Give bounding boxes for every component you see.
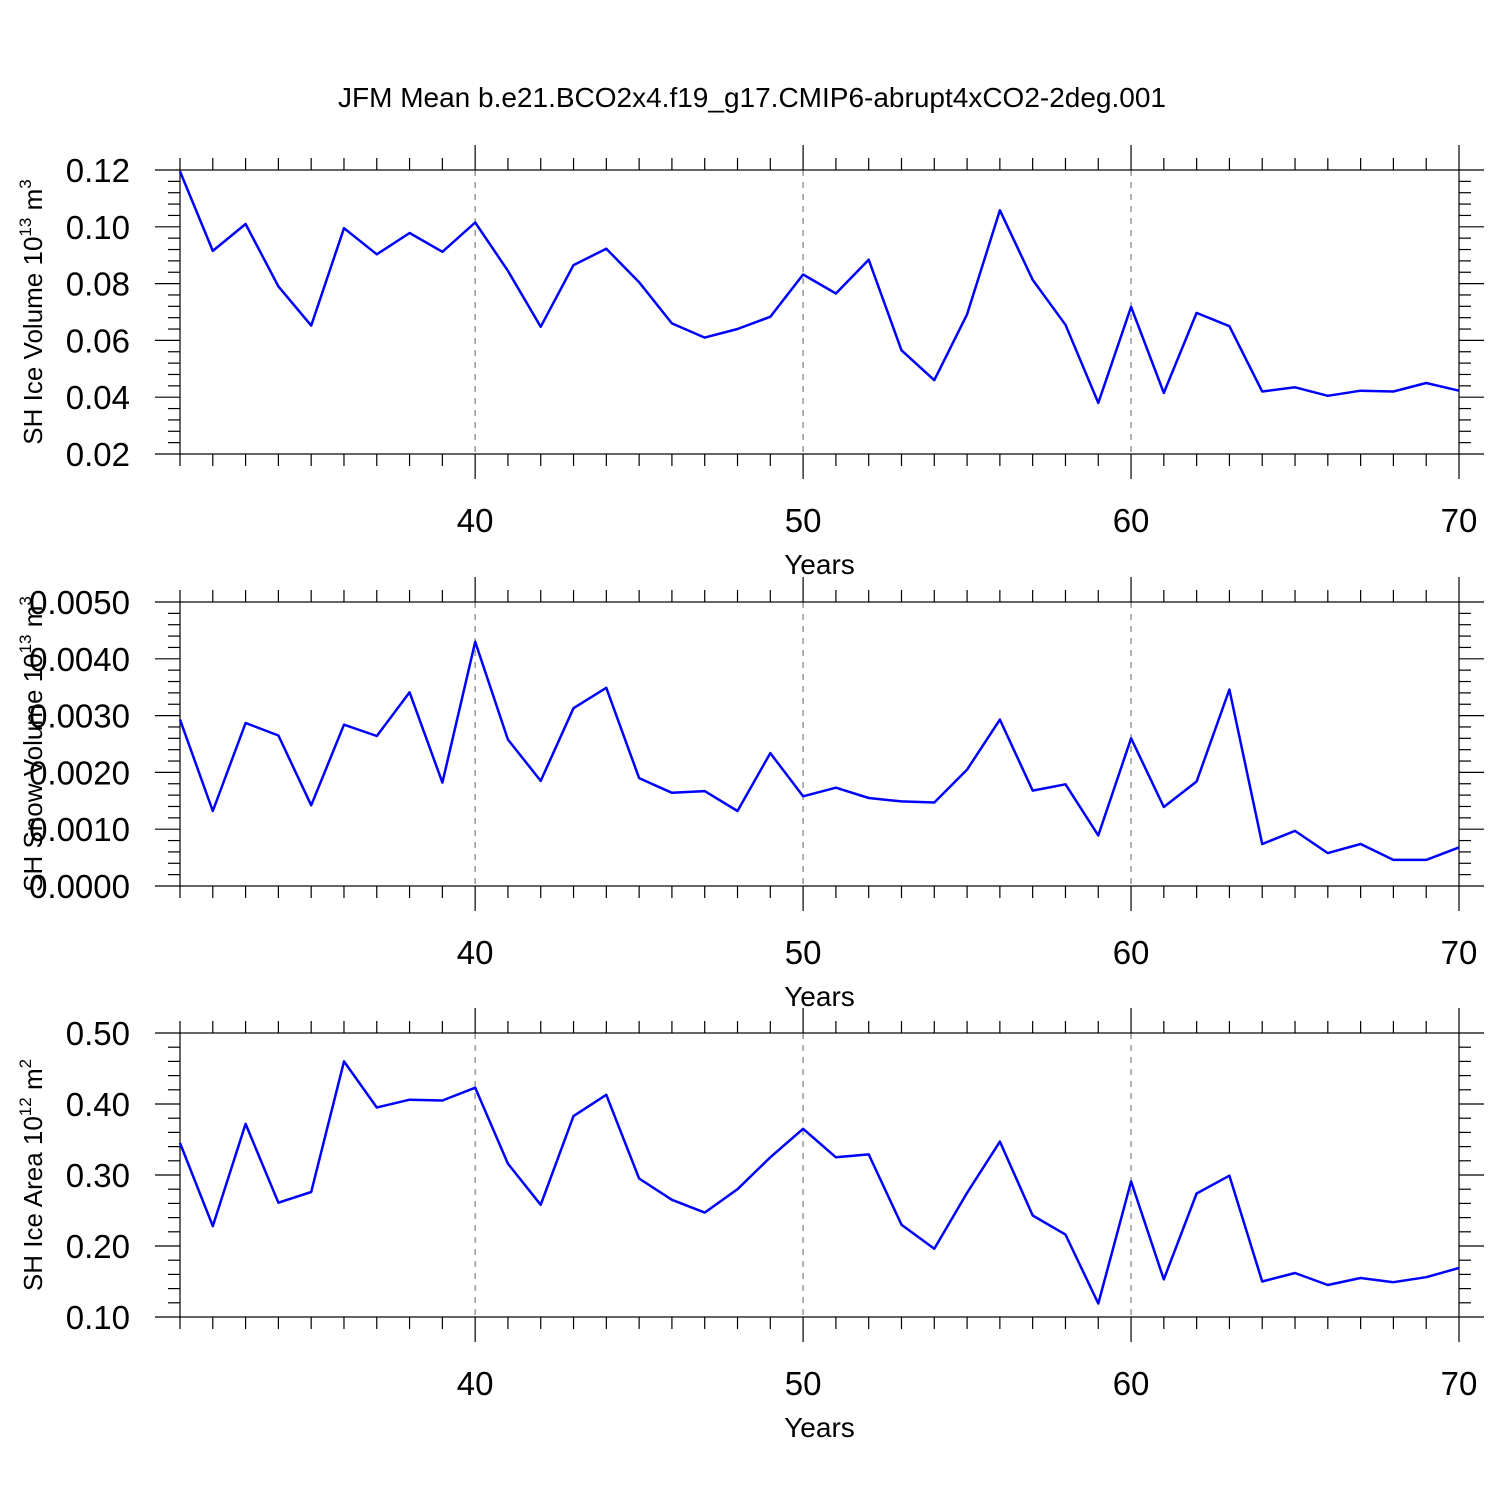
plot-frame (179, 1032, 1460, 1318)
series-line-ice-volume (178, 170, 1460, 405)
plot-frame (179, 169, 1460, 455)
y-tick-label: 0.10 (66, 209, 130, 246)
y-axis-title: SH Snow Volume 1013 m3 (16, 596, 48, 892)
x-tick-label: 40 (457, 934, 494, 971)
plot-frame (179, 601, 1460, 887)
x-tick-label: 70 (1441, 1365, 1478, 1402)
y-tick-label: 0.08 (66, 266, 130, 303)
x-tick-label: 50 (785, 934, 822, 971)
y-tick-label: 0.02 (66, 436, 130, 473)
series-line-ice-area (178, 1060, 1460, 1305)
y-tick-label: 0.12 (66, 152, 130, 189)
panels: 40 50 60 70 0.02 0.04 0.06 0.08 0.10 0.12 Years SH … (16, 145, 1484, 1443)
chart-panel-snow-volume: 40 50 60 70 0.0000 0.0010 0.0020 0.0030 0.0040 0.… (16, 577, 1484, 1012)
chart-panel-ice-area: 40 50 60 70 0.10 0.20 0.30 0.40 0.50 Years SH Ice … (16, 1008, 1484, 1443)
y-tick-label: 0.0050 (29, 584, 130, 621)
x-tick-label: 40 (457, 1365, 494, 1402)
y-axis-title: SH Ice Area 1012 m2 (16, 1059, 48, 1291)
y-tick-label: 0.20 (66, 1228, 130, 1265)
y-tick-label: 0.40 (66, 1086, 130, 1123)
y-tick-label: 0.06 (66, 322, 130, 359)
y-tick-label: 0.04 (66, 379, 130, 416)
chart-panel-ice-volume: 40 50 60 70 0.02 0.04 0.06 0.08 0.10 0.12 Years SH … (16, 145, 1484, 580)
x-tick-label: 60 (1113, 1365, 1150, 1402)
x-axis-title: Years (784, 549, 855, 580)
series-line-snow-volume (178, 640, 1460, 862)
x-tick-label: 70 (1441, 934, 1478, 971)
y-tick-label: 0.10 (66, 1299, 130, 1336)
y-tick-label: 0.0000 (29, 868, 130, 905)
y-tick-label: 0.0020 (29, 754, 130, 791)
y-tick-label: 0.0010 (29, 811, 130, 848)
y-tick-label: 0.30 (66, 1157, 130, 1194)
x-tick-label: 40 (457, 502, 494, 539)
x-axis-title: Years (784, 1412, 855, 1443)
y-tick-label: 0.50 (66, 1015, 130, 1052)
x-tick-label: 60 (1113, 934, 1150, 971)
x-tick-label: 70 (1441, 502, 1478, 539)
x-axis-title: Years (784, 981, 855, 1012)
y-tick-label: 0.0030 (29, 698, 130, 735)
x-tick-label: 60 (1113, 502, 1150, 539)
x-tick-label: 50 (785, 502, 822, 539)
y-tick-label: 0.0040 (29, 641, 130, 678)
x-tick-label: 50 (785, 1365, 822, 1402)
y-axis-title: SH Ice Volume 1013 m3 (16, 179, 48, 444)
figure-title: JFM Mean b.e21.BCO2x4.f19_g17.CMIP6-abru… (338, 82, 1166, 113)
